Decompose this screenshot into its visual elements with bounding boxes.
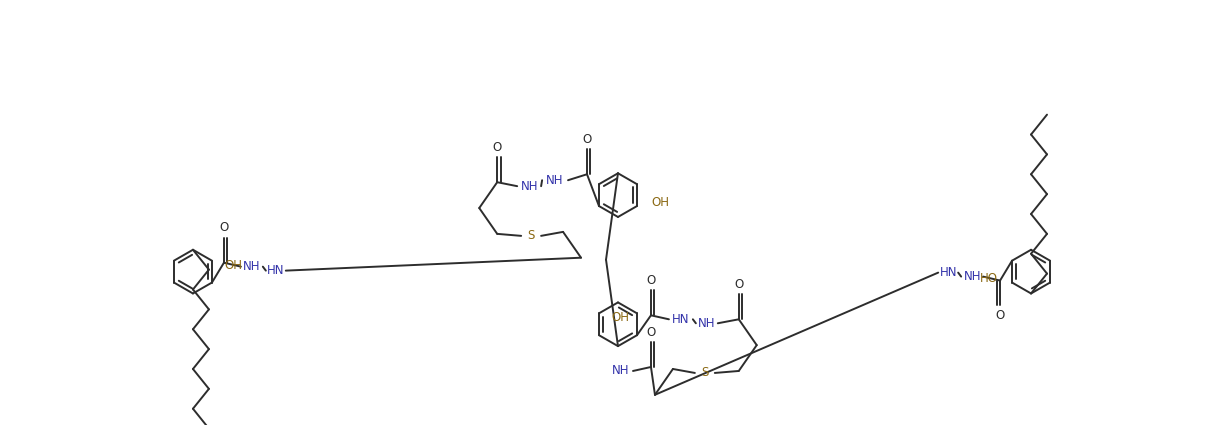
- Text: OH: OH: [224, 259, 242, 272]
- Text: HN: HN: [267, 264, 285, 277]
- Text: O: O: [493, 141, 501, 154]
- Text: NH: NH: [243, 260, 260, 273]
- Text: S: S: [527, 229, 534, 242]
- Text: HN: HN: [939, 266, 956, 279]
- Text: NH: NH: [520, 180, 538, 193]
- Text: O: O: [646, 326, 656, 339]
- Text: NH: NH: [698, 317, 715, 330]
- Text: HN: HN: [673, 313, 690, 326]
- Text: OH: OH: [612, 311, 629, 324]
- Text: O: O: [646, 274, 656, 287]
- Text: O: O: [582, 133, 592, 146]
- Text: O: O: [219, 222, 229, 234]
- Text: S: S: [701, 366, 708, 380]
- Text: NH: NH: [547, 174, 564, 187]
- Text: NH: NH: [964, 270, 981, 283]
- Text: O: O: [734, 278, 744, 291]
- Text: OH: OH: [651, 196, 669, 209]
- Text: HO: HO: [980, 272, 998, 285]
- Text: O: O: [996, 309, 1004, 322]
- Text: NH: NH: [613, 365, 630, 377]
